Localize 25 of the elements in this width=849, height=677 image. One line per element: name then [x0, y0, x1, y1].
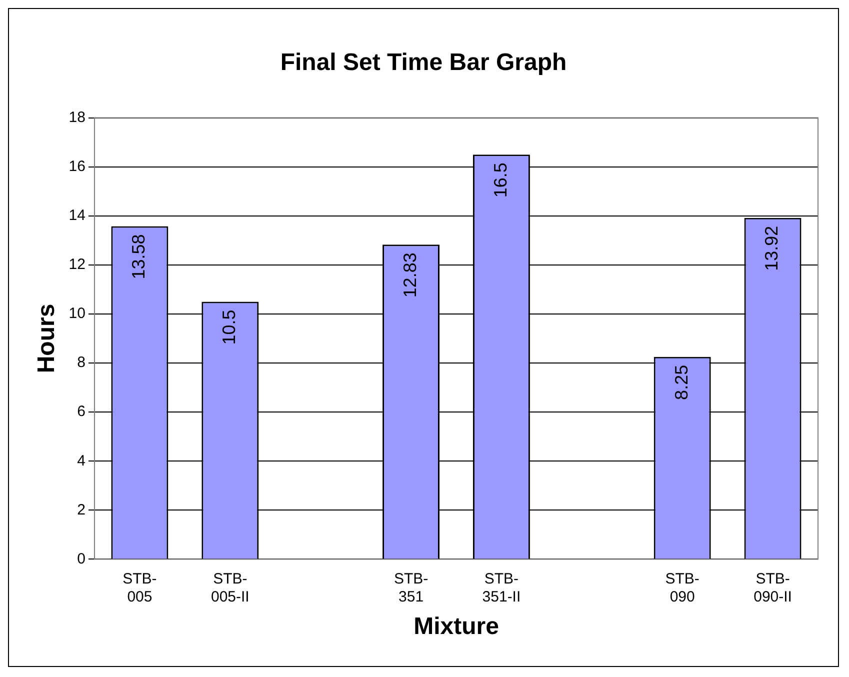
- x-tick-label: STB-351: [394, 570, 428, 606]
- y-axis-title: Hours: [33, 304, 60, 374]
- data-label: 8.25: [671, 364, 692, 400]
- y-tick-label: 10: [68, 305, 86, 322]
- y-tick-label: 12: [68, 256, 86, 274]
- y-tick-label: 18: [68, 108, 86, 126]
- x-tick-label: STB-090-II: [754, 570, 792, 606]
- data-label: 12.83: [400, 252, 420, 298]
- data-label: 13.92: [762, 226, 782, 271]
- y-tick-label: 16: [68, 158, 86, 175]
- y-tick-label: 14: [68, 207, 86, 224]
- data-label: 16.5: [490, 162, 510, 198]
- y-tick-label: 4: [77, 452, 86, 470]
- x-axis-title: Mixture: [414, 613, 499, 640]
- y-tick-label: 2: [77, 501, 86, 518]
- y-tick-label: 8: [77, 354, 86, 372]
- y-tick-label: 6: [77, 403, 86, 420]
- data-label: 10.5: [219, 310, 240, 345]
- x-tick-label: STB-005-II: [210, 570, 250, 606]
- chart-title: Final Set Time Bar Graph: [280, 49, 567, 76]
- x-tick-label: STB-351-II: [482, 570, 521, 606]
- x-tick-label: STB-005: [122, 570, 157, 606]
- x-tick-label: STB-090: [665, 570, 700, 606]
- data-label: 13.58: [128, 234, 149, 280]
- y-tick-label: 0: [77, 550, 86, 568]
